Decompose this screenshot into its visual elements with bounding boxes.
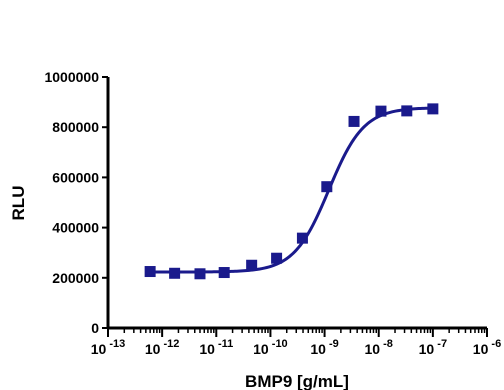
x-tick-label: 10 -6 xyxy=(473,338,501,357)
y-tick-label: 600000 xyxy=(52,169,99,185)
points-layer xyxy=(144,103,439,280)
fit-layer xyxy=(150,106,433,274)
x-tick-label: 10 -8 xyxy=(365,338,393,357)
data-point xyxy=(271,252,283,264)
y-tick-label: 800000 xyxy=(52,119,99,135)
y-axis-title: RLU xyxy=(9,186,28,221)
axes: 0 200000 400000 600000 800000 1000000 10 -13 10… xyxy=(44,69,501,357)
x-axis-title: BMP9 [g/mL] xyxy=(245,372,349,390)
data-point xyxy=(194,268,206,280)
data-point xyxy=(169,267,181,279)
x-tick-label: 10 -9 xyxy=(310,338,338,357)
data-point xyxy=(348,115,360,127)
data-point xyxy=(321,181,333,193)
y-tick-label: 0 xyxy=(91,320,99,336)
data-point xyxy=(296,232,308,244)
y-tick-label: 400000 xyxy=(52,220,99,236)
data-point xyxy=(401,105,413,117)
data-point xyxy=(375,105,387,117)
data-point xyxy=(144,266,156,278)
y-tick-label: 200000 xyxy=(52,270,99,286)
fit-curve xyxy=(150,106,433,274)
x-tick-label: 10 -13 xyxy=(91,338,126,357)
x-tick-label: 10 -10 xyxy=(253,338,288,357)
x-tick-label: 10 -7 xyxy=(419,338,447,357)
x-tick-label: 10 -12 xyxy=(145,338,180,357)
data-point xyxy=(218,267,230,279)
data-point xyxy=(246,259,258,271)
y-tick-label: 1000000 xyxy=(44,69,99,85)
x-tick-label: 10 -11 xyxy=(199,338,233,357)
data-point xyxy=(427,103,439,115)
